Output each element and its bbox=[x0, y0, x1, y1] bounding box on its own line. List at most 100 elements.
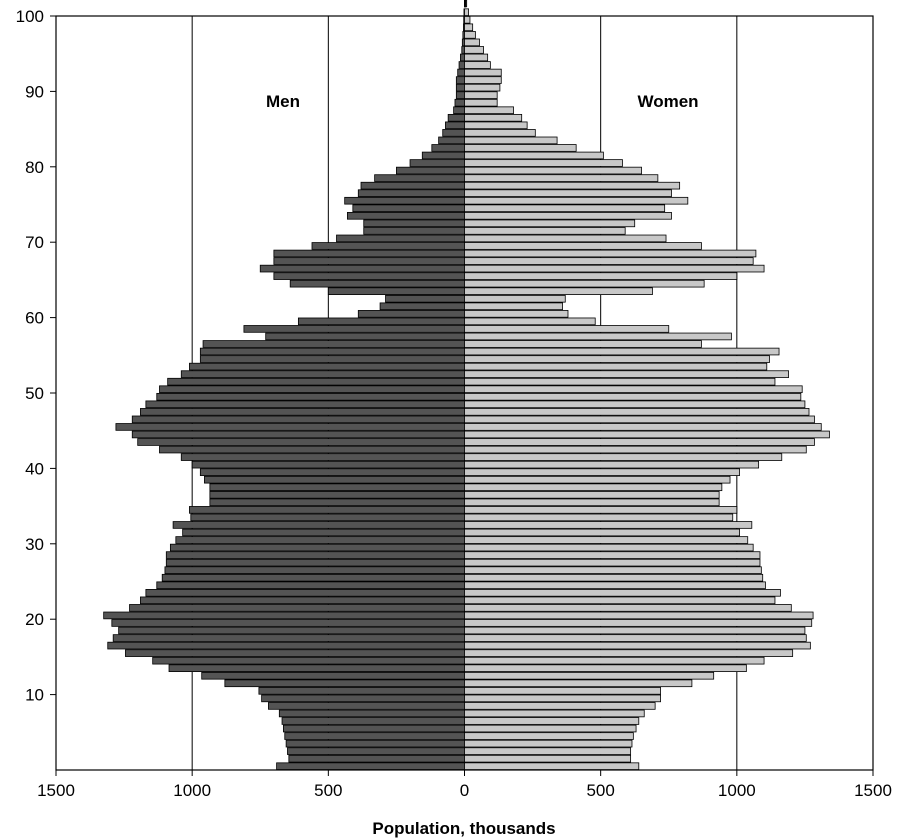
women-bar-age-85 bbox=[464, 121, 528, 130]
men-bar-age-31 bbox=[182, 528, 465, 537]
women-bar-age-62 bbox=[464, 294, 566, 303]
men-bar-age-82 bbox=[431, 144, 465, 152]
women-bar-age-33 bbox=[464, 513, 734, 522]
x-tick-label: 500 bbox=[586, 781, 614, 800]
men-bar-age-83 bbox=[438, 136, 465, 145]
women-bar-age-41 bbox=[464, 453, 783, 461]
men-bar-age-29 bbox=[169, 543, 465, 552]
women-bar-age-34 bbox=[464, 506, 738, 514]
women-bar-age-0 bbox=[464, 762, 640, 771]
men-bar-age-89 bbox=[455, 91, 465, 99]
women-bar-age-63 bbox=[464, 287, 653, 296]
women-bar-age-87 bbox=[464, 106, 514, 115]
women-bar-age-12 bbox=[464, 671, 715, 680]
men-bar-age-77 bbox=[360, 181, 465, 190]
y-tick-label: 30 bbox=[25, 535, 44, 554]
women-bar-age-25 bbox=[464, 573, 764, 582]
men-bar-age-86 bbox=[447, 113, 465, 122]
x-tick-label: 1000 bbox=[718, 781, 756, 800]
women-bar-age-31 bbox=[464, 528, 740, 537]
men-bar-age-0 bbox=[276, 762, 465, 771]
women-bar-age-80 bbox=[464, 159, 623, 167]
x-tick-label: 500 bbox=[314, 781, 342, 800]
women-bar-age-90 bbox=[464, 83, 501, 92]
women-bar-age-56 bbox=[464, 340, 702, 348]
women-bar-age-46 bbox=[464, 415, 815, 424]
women-bar-age-74 bbox=[464, 204, 666, 213]
men-bar-age-24 bbox=[156, 581, 465, 590]
women-bar-age-24 bbox=[464, 581, 766, 590]
men-bar-age-76 bbox=[357, 189, 465, 197]
women-bar-age-93 bbox=[464, 61, 491, 69]
women-bar-age-73 bbox=[464, 212, 672, 220]
women-bar-age-88 bbox=[464, 98, 498, 107]
men-bar-age-90 bbox=[455, 83, 465, 92]
women-bar-age-6 bbox=[464, 717, 640, 725]
women-bar-age-39 bbox=[464, 468, 740, 476]
women-bar-age-42 bbox=[464, 445, 807, 454]
women-bar-age-18 bbox=[464, 626, 806, 635]
women-bar-age-13 bbox=[464, 664, 747, 673]
men-bar-age-9 bbox=[261, 694, 465, 703]
women-bar-age-59 bbox=[464, 317, 596, 326]
men-bar-age-81 bbox=[421, 151, 465, 160]
men-bar-age-28 bbox=[165, 551, 465, 559]
men-bar-age-59 bbox=[297, 317, 465, 326]
men-bar-age-75 bbox=[344, 196, 465, 205]
women-bars bbox=[464, 0, 830, 771]
men-bar-age-88 bbox=[454, 98, 465, 107]
women-bar-age-9 bbox=[464, 694, 661, 703]
x-tick-label: 0 bbox=[460, 781, 469, 800]
women-bar-age-49 bbox=[464, 392, 802, 401]
men-bar-age-51 bbox=[167, 377, 465, 386]
men-bar-age-2 bbox=[287, 747, 465, 755]
men-bar-age-55 bbox=[199, 347, 465, 356]
women-bar-age-35 bbox=[464, 498, 720, 507]
men-bar-age-12 bbox=[201, 671, 465, 680]
women-bar-age-83 bbox=[464, 136, 558, 145]
men-bar-age-92 bbox=[457, 68, 465, 77]
women-bar-age-95 bbox=[464, 46, 484, 54]
women-bar-age-14 bbox=[464, 656, 765, 665]
men-bar-age-85 bbox=[445, 121, 465, 130]
women-bar-age-68 bbox=[464, 249, 757, 258]
men-bar-age-22 bbox=[140, 596, 465, 605]
men-bar-age-63 bbox=[327, 287, 465, 296]
women-bar-age-8 bbox=[464, 702, 656, 710]
women-bar-age-66 bbox=[464, 264, 765, 273]
women-bar-age-58 bbox=[464, 325, 670, 333]
women-bar-age-4 bbox=[464, 732, 634, 740]
women-bar-age-98 bbox=[464, 23, 474, 32]
women-bar-age-50 bbox=[464, 385, 803, 394]
women-bar-age-91 bbox=[464, 76, 502, 84]
men-bar-age-53 bbox=[189, 362, 465, 371]
women-series-label: Women bbox=[637, 92, 698, 111]
women-bar-age-20 bbox=[464, 611, 814, 620]
men-bar-age-72 bbox=[363, 219, 465, 228]
men-bar-age-38 bbox=[204, 475, 465, 484]
men-bar-age-42 bbox=[159, 445, 465, 454]
men-bar-age-39 bbox=[199, 468, 465, 476]
women-bar-age-37 bbox=[464, 483, 723, 492]
men-bar-age-10 bbox=[258, 687, 465, 695]
men-bar-age-60 bbox=[357, 310, 465, 318]
women-bar-age-19 bbox=[464, 619, 813, 627]
men-bar-age-43 bbox=[137, 438, 465, 446]
men-bar-age-37 bbox=[209, 483, 465, 492]
women-bar-age-71 bbox=[464, 227, 626, 235]
men-bar-age-52 bbox=[180, 370, 465, 378]
women-bar-age-15 bbox=[464, 649, 794, 657]
y-tick-label: 10 bbox=[25, 686, 44, 705]
men-bar-age-26 bbox=[164, 566, 465, 574]
men-bar-age-18 bbox=[118, 626, 465, 635]
men-bar-age-23 bbox=[145, 589, 465, 597]
women-bar-age-1 bbox=[464, 754, 632, 763]
men-bar-age-5 bbox=[282, 724, 465, 733]
men-bar-age-49 bbox=[156, 392, 465, 401]
men-bar-age-44 bbox=[131, 430, 465, 439]
women-bar-age-100 bbox=[464, 8, 469, 17]
y-tick-label: 80 bbox=[25, 158, 44, 177]
men-bar-age-21 bbox=[129, 604, 465, 612]
women-bar-age-54 bbox=[464, 355, 770, 363]
women-bar-age-16 bbox=[464, 641, 811, 650]
